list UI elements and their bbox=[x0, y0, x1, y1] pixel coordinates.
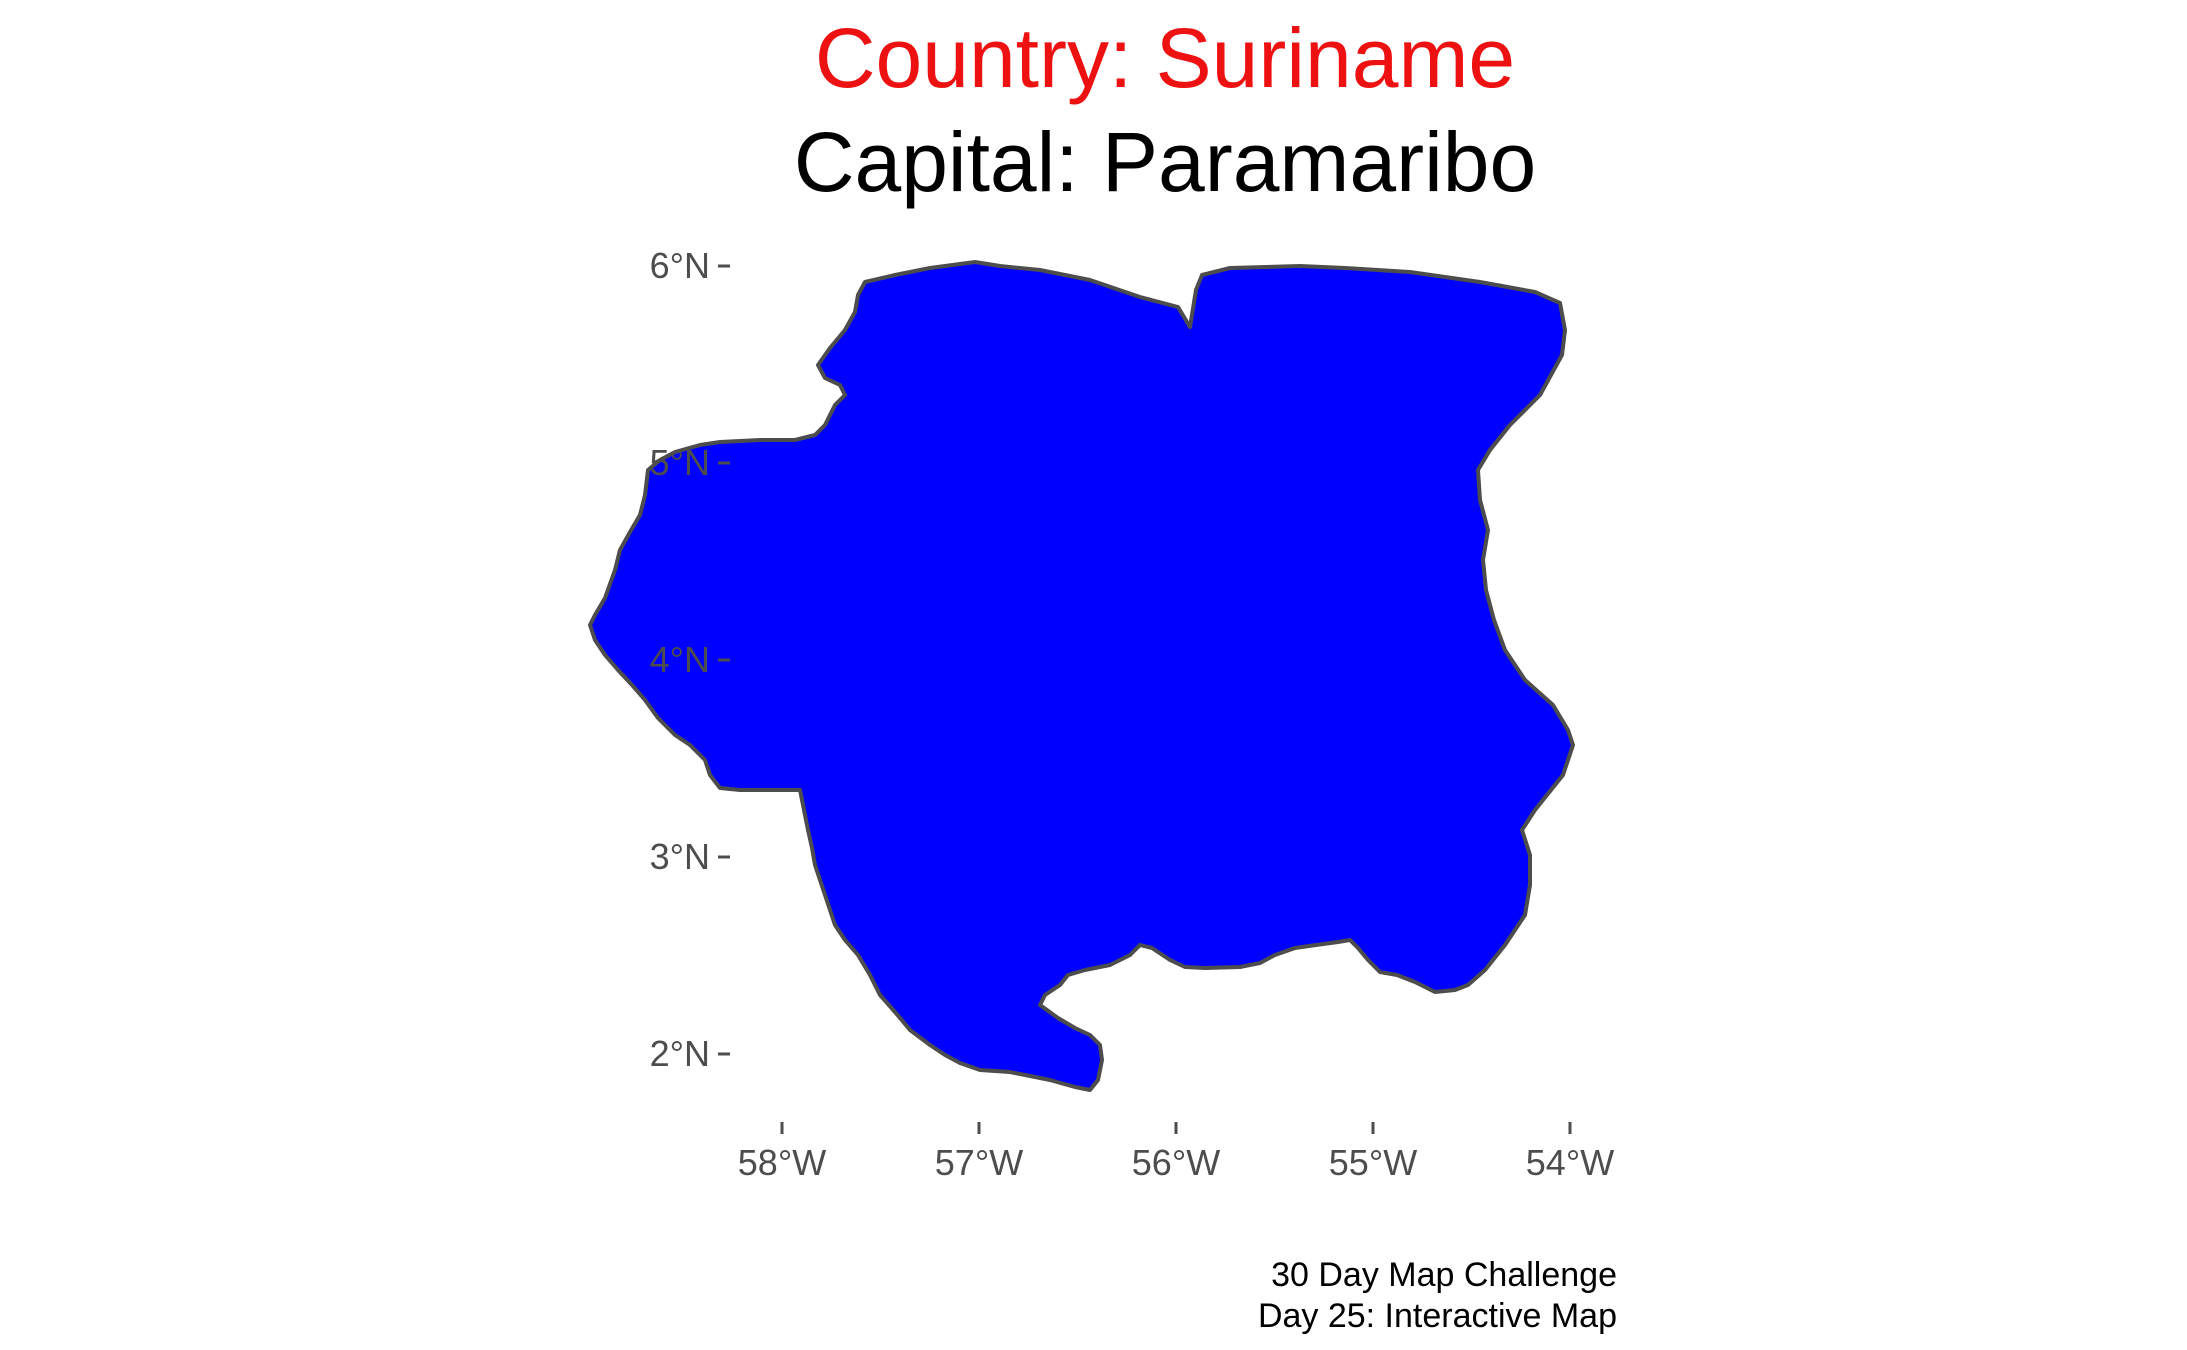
lon-tick-label: 56°W bbox=[1132, 1142, 1220, 1183]
lat-tick-label: 4°N bbox=[650, 639, 710, 680]
map-subtitle-capital: Capital: Paramaribo bbox=[793, 115, 1537, 209]
country-suriname-shape[interactable] bbox=[588, 260, 1575, 1092]
lon-tick-label: 55°W bbox=[1329, 1142, 1417, 1183]
map-caption-line-2: Day 25: Interactive Map bbox=[1257, 1297, 1617, 1335]
map-caption-line-1: 30 Day Map Challenge bbox=[1271, 1256, 1617, 1294]
map-title-country: Country: Suriname bbox=[814, 11, 1516, 105]
lat-tick-label: 6°N bbox=[650, 245, 710, 286]
lon-tick-label: 54°W bbox=[1526, 1142, 1614, 1183]
lon-tick-label: 57°W bbox=[935, 1142, 1023, 1183]
lat-tick-label: 5°N bbox=[650, 442, 710, 483]
lat-tick-label: 3°N bbox=[650, 836, 710, 877]
lat-tick-label: 2°N bbox=[650, 1033, 710, 1074]
lon-tick-label: 58°W bbox=[738, 1142, 826, 1183]
